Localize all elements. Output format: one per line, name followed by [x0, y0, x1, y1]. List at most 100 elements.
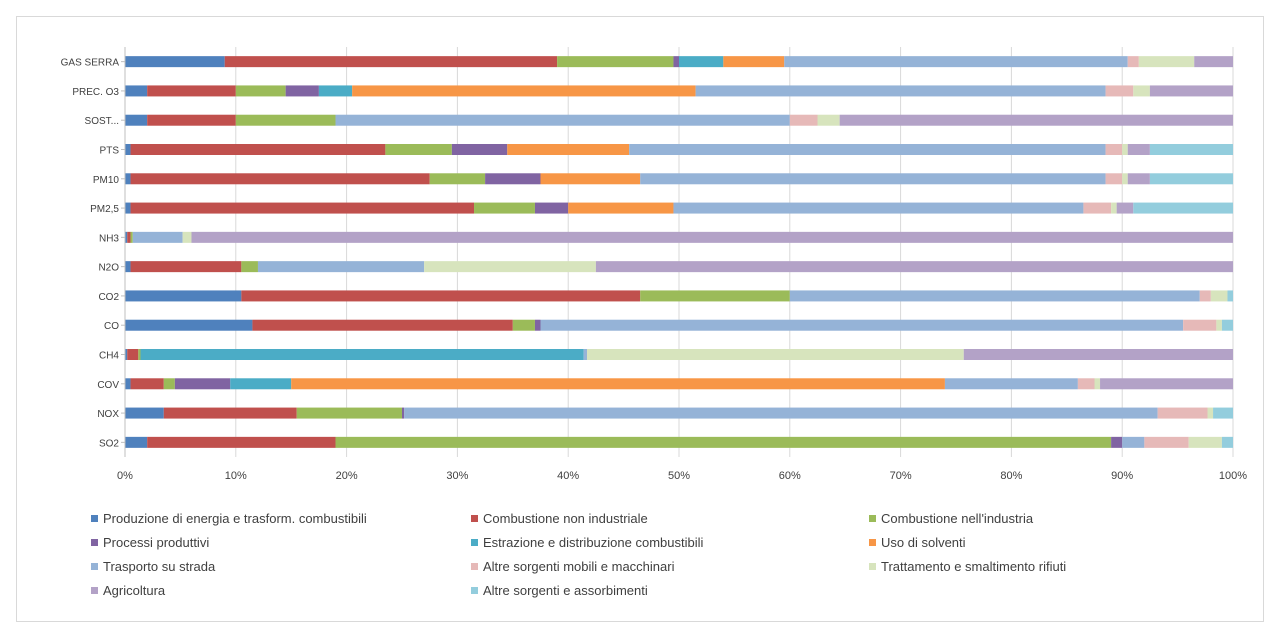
- bar-segment: [130, 378, 164, 390]
- bar-segment: [230, 378, 292, 390]
- bar-segment: [789, 114, 818, 126]
- legend-item: Agricoltura: [91, 583, 165, 598]
- bar-segment: [125, 290, 242, 302]
- bar-segment: [1105, 173, 1123, 185]
- x-tick-label: 0%: [117, 470, 133, 482]
- x-tick-label: 10%: [225, 470, 247, 482]
- legend-label: Processi produttivi: [103, 535, 210, 550]
- legend-swatch: [471, 587, 478, 594]
- legend-label: Agricoltura: [103, 583, 166, 598]
- bar-segment: [125, 231, 128, 243]
- bar-segment: [1094, 378, 1101, 390]
- category-label: CO: [104, 321, 119, 332]
- legend-label: Combustione nell'industria: [881, 511, 1034, 526]
- bar-segment: [429, 173, 486, 185]
- legend-item: Combustione non industriale: [471, 511, 648, 526]
- bar-segment: [587, 349, 964, 360]
- bar-segment: [125, 144, 131, 155]
- x-tick-label: 100%: [1219, 470, 1247, 482]
- bar-segment: [130, 144, 386, 155]
- bar-segment: [1194, 56, 1233, 68]
- legend-swatch: [869, 563, 876, 570]
- legend-swatch: [869, 539, 876, 546]
- bar-segment: [540, 319, 1184, 331]
- bar-segment: [1116, 202, 1134, 214]
- category-label: PM10: [93, 175, 120, 186]
- bar-segment: [335, 114, 790, 126]
- bar-segment: [1183, 319, 1217, 331]
- bar-segment: [235, 85, 286, 97]
- axes: [121, 47, 126, 457]
- legend-label: Trasporto su strada: [103, 559, 216, 574]
- legend-item: Altre sorgenti mobili e macchinari: [471, 559, 674, 574]
- bar-segment: [335, 436, 1112, 448]
- legend-swatch: [869, 515, 876, 522]
- bar-segment: [125, 349, 128, 360]
- bar-segment: [817, 114, 840, 126]
- bar-segment: [1227, 290, 1233, 302]
- x-tick-label: 20%: [336, 470, 358, 482]
- bar-segment: [640, 173, 1106, 185]
- bar-segment: [130, 202, 475, 214]
- bar-segment: [1157, 407, 1208, 419]
- bar-segment: [1122, 173, 1128, 185]
- category-label: N2O: [98, 263, 119, 274]
- legend-item: Trattamento e smaltimento rifiuti: [869, 559, 1066, 574]
- bar-segment: [147, 114, 236, 126]
- bar-segment: [138, 349, 141, 360]
- bar-segment: [318, 85, 353, 97]
- x-tick-label: 50%: [668, 470, 690, 482]
- bar-segment: [583, 349, 588, 360]
- x-tick-label: 30%: [446, 470, 468, 482]
- category-label: PM2,5: [90, 204, 119, 215]
- bar-segment: [130, 173, 430, 185]
- legend-label: Trattamento e smaltimento rifiuti: [881, 559, 1067, 574]
- legend-label: Altre sorgenti mobili e macchinari: [483, 559, 675, 574]
- bar-segment: [402, 407, 405, 419]
- bar-segment: [1127, 173, 1150, 185]
- bar-segment: [1149, 144, 1233, 155]
- category-label: CH4: [99, 351, 119, 362]
- bar-segment: [257, 261, 425, 273]
- category-label: PTS: [100, 146, 120, 157]
- bar-segment: [963, 349, 1233, 360]
- bar-segment: [404, 407, 1158, 419]
- legend-label: Altre sorgenti e assorbimenti: [483, 583, 648, 598]
- bar-segment: [507, 144, 630, 155]
- x-tick-label: 60%: [779, 470, 801, 482]
- bar-segment: [673, 56, 679, 68]
- x-tick-label: 40%: [557, 470, 579, 482]
- bar-segment: [1105, 144, 1123, 155]
- bar-segment: [235, 114, 336, 126]
- category-label: NOX: [97, 409, 119, 420]
- bar-segment: [125, 407, 164, 419]
- legend-item: Combustione nell'industria: [869, 511, 1033, 526]
- bar-segment: [147, 436, 336, 448]
- bar-segment: [1122, 144, 1128, 155]
- x-tick-label: 80%: [1000, 470, 1022, 482]
- bar-segment: [385, 144, 452, 155]
- bar-segment: [789, 290, 1200, 302]
- bar-segment: [163, 378, 175, 390]
- bar-segment: [1144, 436, 1189, 448]
- bar-segment: [1149, 85, 1233, 97]
- bar-segment: [125, 378, 131, 390]
- bar-segment: [695, 85, 1106, 97]
- chart-frame: 0% 10% 20% 30% 40% 50% 60% 70% 80% 90% 100% GAS SER…: [16, 16, 1264, 622]
- category-label: GAS SERRA: [61, 58, 120, 69]
- bar-segment: [557, 56, 674, 68]
- category-label: COV: [97, 380, 119, 391]
- legend-swatch: [91, 563, 98, 570]
- bar-segment: [224, 56, 558, 68]
- bar-segment: [1111, 436, 1123, 448]
- bar-segment: [147, 85, 236, 97]
- bar-segment: [1111, 202, 1117, 214]
- bar-segment: [1138, 56, 1195, 68]
- bar-segment: [723, 56, 785, 68]
- bar-segment: [1100, 378, 1233, 390]
- bar-segment: [252, 319, 513, 331]
- bar-segment: [784, 56, 1128, 68]
- bar-segment: [1188, 436, 1222, 448]
- bar-segment: [1127, 56, 1139, 68]
- legend-label: Estrazione e distribuzione combustibili: [483, 535, 704, 550]
